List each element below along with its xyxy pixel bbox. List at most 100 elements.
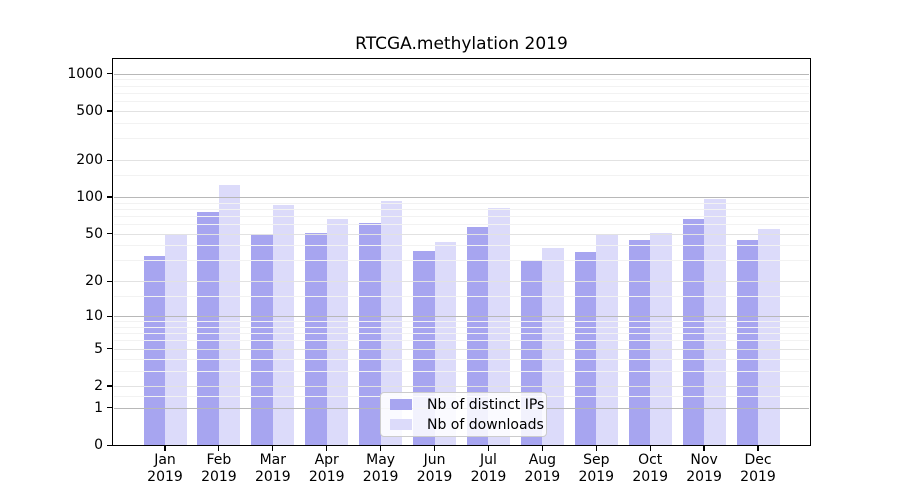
y-tick-label: 200 [76,152,103,168]
bar-distinct-ips-jan [143,255,165,445]
y-tick-mark [107,444,113,446]
y-tick-label: 500 [76,102,103,119]
minor-gridline [114,122,809,124]
legend-item-distinct-ips: Nb of distinct IPs [390,397,544,413]
x-tick-label: Dec 2019 [723,452,793,486]
y-tick-mark [107,407,113,409]
x-tick-month: Sep [583,452,610,468]
y-tick-mark [107,315,113,317]
x-tick-month: Jul [480,452,497,468]
bar-downloads-sep [596,233,618,445]
x-tick-label: Jul 2019 [453,452,523,486]
y-tick-label: 1000 [67,65,103,82]
minor-gridline [114,175,809,177]
x-tick-mark [703,445,705,451]
x-tick-month: Jan [154,452,176,468]
x-tick-label: Sep 2019 [561,452,631,486]
y-tick-mark [107,110,113,112]
y-tick-mark [107,385,113,387]
x-tick-month: Mar [259,452,287,468]
mid-gridline [114,160,809,161]
y-tick-label: 50 [85,225,103,242]
bar-distinct-ips-feb [197,211,219,445]
x-tick-year: 2019 [201,469,237,485]
x-tick-year: 2019 [362,469,399,485]
minor-gridline [114,138,809,140]
x-tick-mark [380,445,382,451]
x-tick-mark [487,445,490,451]
y-tick-mark [107,73,113,75]
bar-distinct-ips-oct [628,240,651,445]
y-tick-label: 100 [76,188,103,205]
x-tick-label: Oct 2019 [615,452,685,486]
chart-title: RTCGA.methylation 2019 [355,34,568,54]
bar-distinct-ips-mar [251,234,273,445]
major-gridline [114,73,809,75]
x-tick-month: Dec [744,452,772,468]
x-tick-mark [164,445,166,451]
x-tick-month: Oct [638,452,663,468]
bar-downloads-mar [272,205,295,445]
bar-distinct-ips-apr [305,232,327,445]
x-tick-label: May 2019 [346,452,416,486]
x-tick-year: 2019 [147,469,183,485]
x-tick-month: May [366,452,396,468]
legend: Nb of distinct IPs Nb of downloads [380,392,547,437]
bar-downloads-nov [704,198,726,445]
bar-distinct-ips-dec [736,240,758,445]
x-tick-year: 2019 [632,469,668,485]
mid-gridline [114,110,809,112]
x-tick-year: 2019 [578,469,615,485]
x-tick-label: Jan 2019 [130,452,200,486]
x-tick-mark [272,445,274,451]
legend-swatch-distinct-ips [390,399,412,410]
legend-label-downloads: Nb of downloads [427,416,544,433]
y-tick-mark [107,233,113,235]
x-tick-label: Nov 2019 [669,452,739,486]
x-tick-label: Aug 2019 [507,452,577,486]
minor-gridline [114,101,809,103]
x-tick-label: Feb 2019 [184,452,254,486]
x-tick-year: 2019 [254,469,291,485]
y-tick-label: 10 [85,308,103,325]
bar-distinct-ips-nov [682,219,705,445]
x-tick-mark [218,445,220,451]
y-tick-mark [107,196,113,198]
x-tick-year: 2019 [470,469,507,485]
y-tick-label: 20 [85,273,103,290]
bar-downloads-oct [650,232,672,445]
bar-downloads-jul [488,208,510,445]
legend-swatch-downloads [390,419,412,430]
x-tick-year: 2019 [740,469,776,485]
y-tick-label: 5 [94,340,103,357]
bar-downloads-feb [218,185,241,445]
x-tick-mark [541,445,543,451]
x-tick-month: Feb [206,452,232,468]
x-tick-mark [433,445,436,451]
minor-gridline [114,85,809,87]
bar-downloads-may [380,200,403,445]
minor-gridline [114,79,809,81]
x-tick-month: Apr [314,452,339,468]
minor-gridline [114,92,809,94]
x-tick-month: Jun [423,452,446,468]
y-tick-mark [107,348,113,350]
y-tick-mark [107,159,113,161]
legend-label-distinct-ips: Nb of distinct IPs [427,396,545,413]
x-tick-mark [757,445,759,451]
y-tick-label: 1 [94,399,103,416]
y-tick-label: 0 [94,437,103,453]
x-tick-year: 2019 [308,469,345,485]
bar-distinct-ips-jul [466,226,489,445]
x-tick-label: Jun 2019 [400,452,470,486]
y-tick-mark [107,280,113,283]
bar-downloads-jan [165,233,187,445]
x-tick-mark [326,445,328,451]
bar-distinct-ips-sep [574,252,597,445]
x-tick-year: 2019 [524,469,561,485]
x-tick-month: Nov [690,452,718,468]
x-tick-month: Aug [528,452,557,468]
x-tick-year: 2019 [416,469,453,485]
y-tick-label: 2 [94,377,103,394]
legend-item-downloads: Nb of downloads [390,417,544,433]
